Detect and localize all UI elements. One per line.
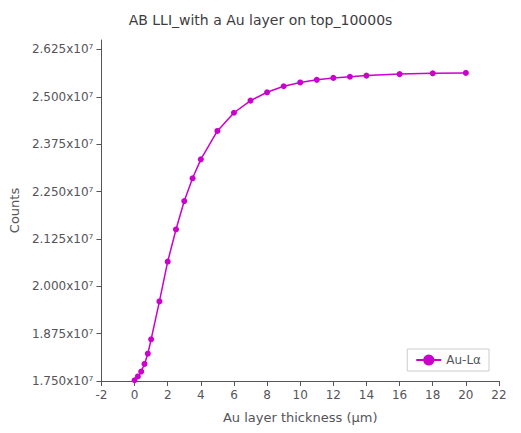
svg-text:Au-Lα: Au-Lα [446, 353, 481, 367]
svg-text:20: 20 [458, 388, 473, 402]
svg-text:12: 12 [326, 388, 341, 402]
svg-text:-2: -2 [95, 388, 107, 402]
svg-text:2: 2 [164, 388, 172, 402]
svg-text:2.250x10⁷: 2.250x10⁷ [32, 185, 94, 199]
svg-text:Counts: Counts [7, 188, 22, 234]
svg-text:0: 0 [131, 388, 139, 402]
svg-text:2.000x10⁷: 2.000x10⁷ [32, 279, 94, 293]
svg-text:16: 16 [392, 388, 407, 402]
svg-text:AB LLI_with a Au layer on top_: AB LLI_with a Au layer on top_10000s [129, 12, 393, 28]
svg-text:22: 22 [491, 388, 506, 402]
svg-text:1.750x10⁷: 1.750x10⁷ [32, 374, 94, 388]
svg-text:10: 10 [293, 388, 308, 402]
svg-text:14: 14 [359, 388, 374, 402]
svg-text:18: 18 [425, 388, 440, 402]
svg-text:2.500x10⁷: 2.500x10⁷ [32, 90, 94, 104]
svg-text:4: 4 [197, 388, 205, 402]
svg-text:1.875x10⁷: 1.875x10⁷ [32, 327, 94, 341]
svg-text:8: 8 [263, 388, 271, 402]
svg-text:6: 6 [230, 388, 238, 402]
svg-text:2.625x10⁷: 2.625x10⁷ [32, 42, 94, 56]
svg-text:2.375x10⁷: 2.375x10⁷ [32, 137, 94, 151]
svg-text:2.125x10⁷: 2.125x10⁷ [32, 232, 94, 246]
svg-text:Au layer thickness (μm): Au layer thickness (μm) [223, 410, 378, 425]
